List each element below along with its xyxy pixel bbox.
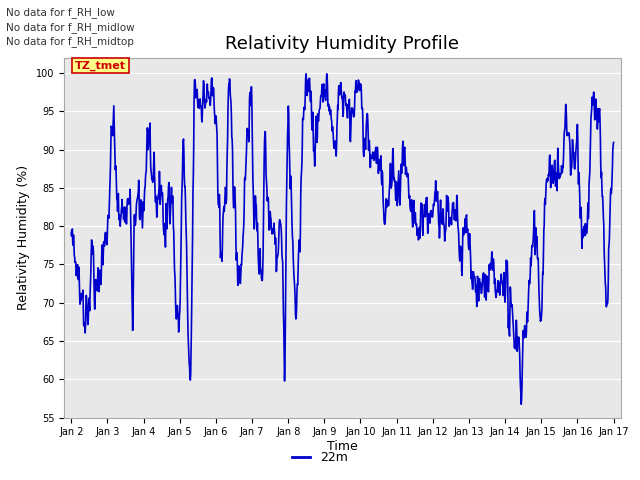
Text: TZ_tmet: TZ_tmet xyxy=(75,60,126,71)
Text: No data for f_RH_midlow: No data for f_RH_midlow xyxy=(6,22,135,33)
Text: No data for f_RH_low: No data for f_RH_low xyxy=(6,7,115,18)
Y-axis label: Relativity Humidity (%): Relativity Humidity (%) xyxy=(17,165,30,310)
Legend: 22m: 22m xyxy=(287,446,353,469)
Title: Relativity Humidity Profile: Relativity Humidity Profile xyxy=(225,35,460,53)
Text: No data for f_RH_midtop: No data for f_RH_midtop xyxy=(6,36,134,47)
X-axis label: Time: Time xyxy=(327,440,358,453)
